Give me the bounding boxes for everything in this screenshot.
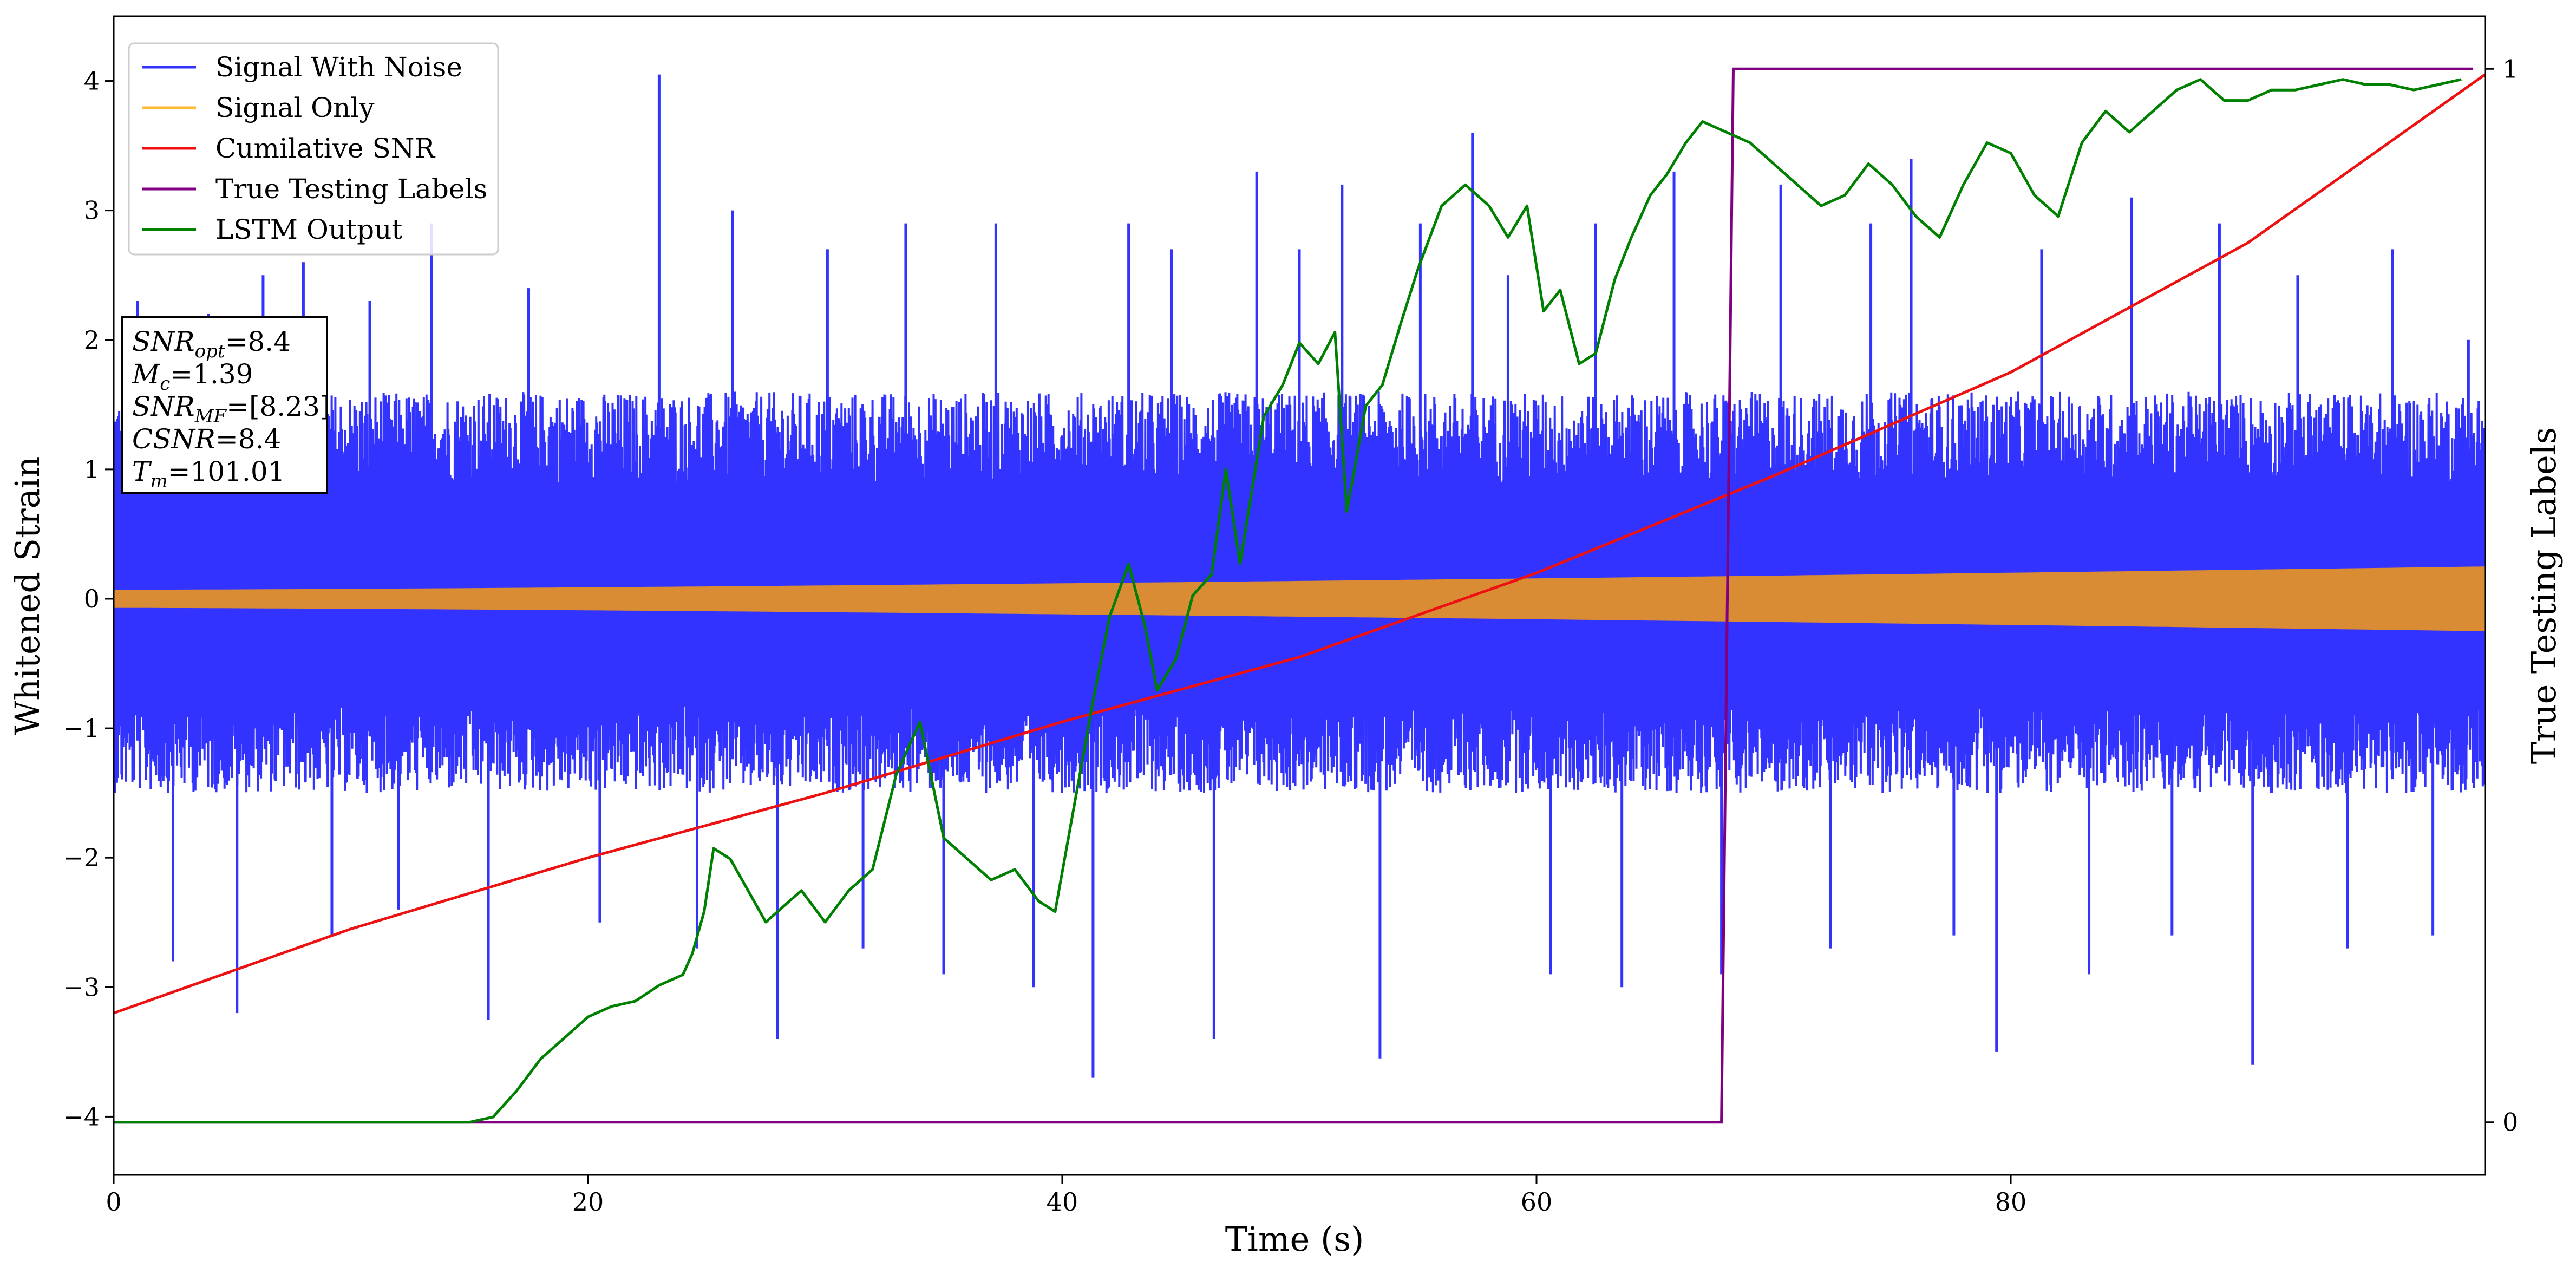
info-box: SNRopt=8.4Mc=1.39SNRMF=[8.23]CSNR=8.4Tm=… [121,316,330,494]
x-axis-ticks: 0 20 40 60 80 [106,1175,2026,1217]
plot-area [114,67,2485,1124]
y2-axis-label: True Testing Labels [2524,427,2564,765]
info-line: CSNR=8.4 [132,423,281,455]
x-tick-label: 60 [1521,1187,1553,1217]
series-signal-with-noise [114,74,2485,1078]
series-signal-only [114,566,2485,631]
legend-label: Signal Only [215,92,375,123]
y-tick-label: 0 [84,584,100,613]
y2-tick-label: 1 [2502,54,2518,83]
y2-axis-ticks: 01 [2485,54,2518,1137]
y-tick-label: −2 [63,843,100,872]
x-tick-label: 0 [106,1187,121,1217]
x-tick-label: 80 [1995,1187,2027,1217]
series-lstm-output [114,78,2462,1124]
y-tick-label: −3 [63,972,100,1002]
y-tick-label: 1 [84,455,100,484]
legend-label: Cumilative SNR [215,133,435,164]
info-line: Mc=1.39 [132,358,253,395]
y-tick-label: 3 [84,196,100,225]
y2-tick-label: 0 [2502,1108,2518,1137]
signal-band [114,566,2485,631]
info-line: Tm=101.01 [132,456,285,492]
legend-label: LSTM Output [215,214,402,245]
y-axis-label: Whitened Strain [8,456,47,735]
legend-box [128,42,499,256]
info-line: SNRopt=8.4 [132,326,291,362]
series-cumilative-snr [114,73,2485,1015]
legend-label: True Testing Labels [215,173,487,205]
y-tick-label: 2 [84,325,100,355]
y-axis-ticks: −4 −3 −2 −1 0 1 2 3 4 [63,67,114,1131]
y-tick-label: 4 [84,67,100,96]
series-true-testing-labels [114,67,2474,1124]
y-tick-label: −4 [63,1102,100,1131]
plot-frame [113,15,2486,1176]
x-axis-label: Time (s) [1225,1219,1364,1259]
legend: Signal With Noise Signal Only Cumilative S… [128,42,499,256]
x-tick-label: 20 [572,1187,604,1217]
x-tick-label: 40 [1047,1187,1078,1217]
info-line: SNRMF=[8.23] [132,391,330,427]
info-box-frame [121,316,328,494]
legend-label: Signal With Noise [215,51,462,83]
y-tick-label: −1 [63,714,100,743]
